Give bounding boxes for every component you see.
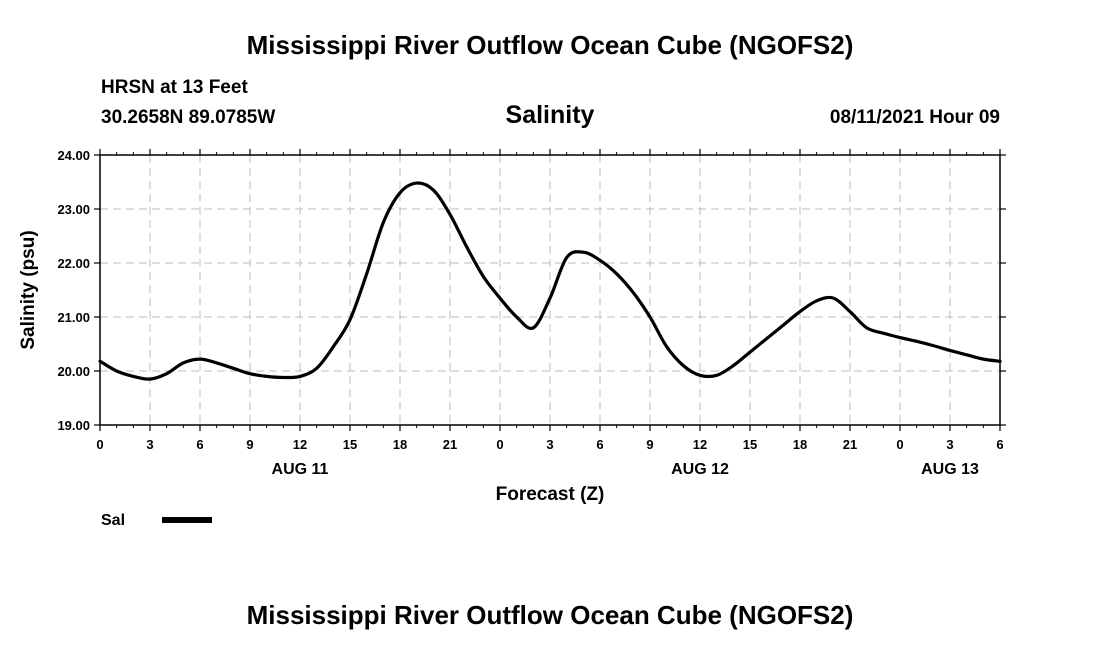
x-tick-label: 21: [843, 437, 857, 452]
grid-lines: [100, 155, 1000, 425]
y-tick-label: 23.00: [57, 202, 90, 217]
x-tick-label: 12: [693, 437, 707, 452]
x-tick-label: 0: [896, 437, 903, 452]
x-tick-label: 12: [293, 437, 307, 452]
x-tick-label: 3: [146, 437, 153, 452]
salinity-series-line: [98, 181, 1002, 381]
x-tick-label: 3: [546, 437, 553, 452]
x-tick-label: 15: [743, 437, 757, 452]
x-tick-label: 6: [596, 437, 603, 452]
x-tick-label: 18: [393, 437, 407, 452]
x-tick-label: 0: [496, 437, 503, 452]
day-label: AUG 11: [272, 461, 329, 478]
x-tick-label: 6: [196, 437, 203, 452]
day-label: AUG 13: [921, 461, 979, 478]
y-tick-label: 20.00: [57, 364, 90, 379]
y-axis-label: Salinity (psu): [18, 230, 39, 349]
y-tick-label: 24.00: [57, 148, 90, 163]
chart-main-title: Mississippi River Outflow Ocean Cube (NG…: [246, 30, 854, 60]
forecast-datetime: 08/11/2021 Hour 09: [829, 107, 1000, 128]
x-tick-label: 0: [96, 437, 103, 452]
x-tick-label: 6: [996, 437, 1003, 452]
y-tick-label: 22.00: [57, 256, 90, 271]
y-tick-label: 21.00: [57, 310, 90, 325]
x-tick-label: 3: [946, 437, 953, 452]
y-tick-labels: 19.00 20.00 21.00 22.00 23.00 24.00: [57, 148, 90, 433]
day-labels: AUG 11 AUG 12 AUG 13: [272, 461, 979, 478]
variable-title: Salinity: [505, 101, 595, 129]
day-label: AUG 12: [671, 461, 729, 478]
salinity-chart: 19.00 20.00 21.00 22.00 23.00 24.00 0 3 6 9 12 15 1…: [18, 148, 1006, 529]
station-coordinates: 30.2658N 89.0785W: [101, 107, 276, 128]
legend-label: Sal: [101, 512, 125, 529]
x-tick-label: 18: [793, 437, 807, 452]
chart-footer-title: Mississippi River Outflow Ocean Cube (NG…: [246, 600, 854, 630]
station-label: HRSN at 13 Feet: [101, 77, 248, 98]
y-tick-label: 19.00: [57, 418, 90, 433]
x-tick-label: 15: [343, 437, 357, 452]
x-tick-labels: 0 3 6 9 12 15 18 21 0 3 6 9 12 15 18 21 0 3 6: [96, 437, 1003, 452]
axis-ticks: [94, 149, 1006, 431]
x-tick-label: 9: [646, 437, 653, 452]
x-tick-label: 9: [246, 437, 253, 452]
x-tick-label: 21: [443, 437, 457, 452]
x-axis-label: Forecast (Z): [496, 484, 605, 505]
